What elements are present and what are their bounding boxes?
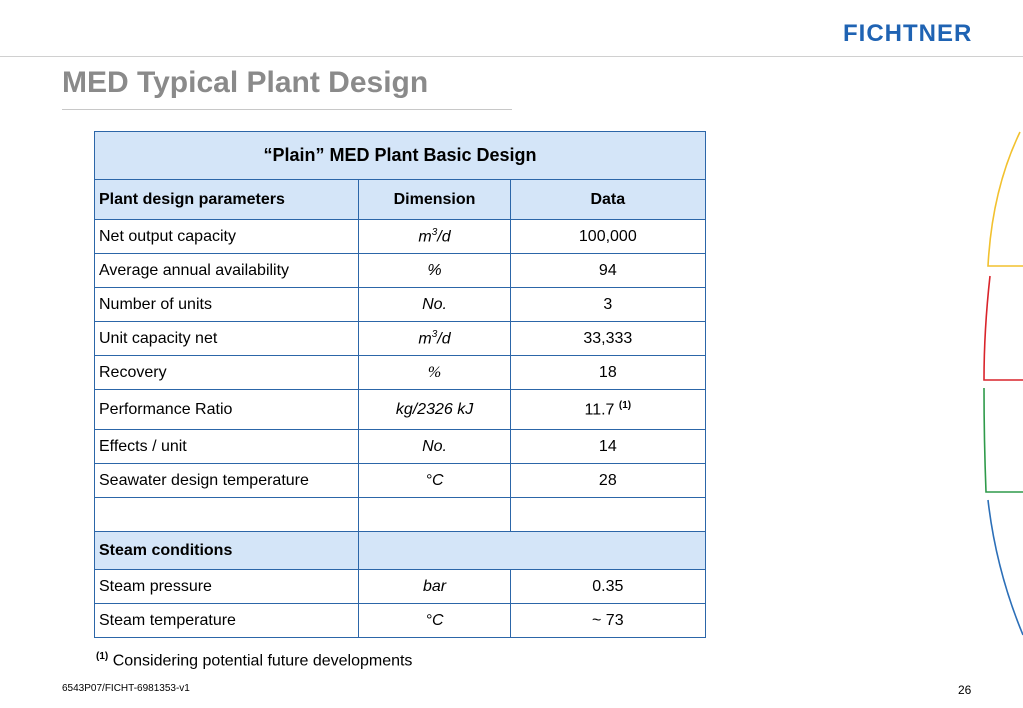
footnote-text: Considering potential future development… [112, 652, 413, 670]
data-cell: 18 [509, 355, 707, 390]
dimension-superscript: 3 [431, 328, 438, 340]
dimension-cell: No. [358, 287, 511, 322]
column-header-parameters: Plant design parameters [93, 179, 360, 220]
dimension-cell: % [358, 355, 511, 390]
data-value: 11.7 [584, 401, 615, 419]
column-header-dimension: Dimension [358, 179, 511, 220]
dimension-cell: kg/2326 kJ [358, 389, 511, 430]
empty-row [93, 497, 707, 532]
dimension-tail: /d [437, 330, 451, 348]
data-cell: 0.35 [509, 569, 707, 604]
param-cell: Average annual availability [93, 253, 360, 288]
table-row: Steam temperature °C ~ 73 [93, 603, 707, 638]
empty-cell [93, 497, 360, 532]
title-underline [62, 109, 512, 110]
green-arc [983, 387, 1023, 493]
dimension-base: m [418, 228, 432, 246]
footnote-marker: (1) [96, 651, 109, 662]
dimension-cell: m3/d [358, 321, 511, 356]
table-row: Unit capacity net m3/d 33,333 [93, 321, 707, 356]
decorative-arc-graphic [983, 131, 1023, 636]
dimension-superscript: 3 [431, 226, 438, 238]
table-row: Recovery % 18 [93, 355, 707, 390]
fichtner-logo: FICHTNER [843, 20, 973, 47]
dimension-cell: °C [358, 463, 511, 498]
dimension-tail: /d [437, 228, 451, 246]
red-arc [983, 275, 1023, 381]
data-cell: 33,333 [509, 321, 707, 356]
dimension-cell: °C [358, 603, 511, 638]
data-cell: 94 [509, 253, 707, 288]
param-cell: Recovery [93, 355, 360, 390]
table-row: Performance Ratio kg/2326 kJ 11.7 (1) [93, 389, 707, 430]
document-reference: 6543P07/FICHT-6981353-v1 [62, 683, 190, 694]
param-cell: Unit capacity net [93, 321, 360, 356]
table-row: Number of units No. 3 [93, 287, 707, 322]
footnote-marker: (1) [618, 399, 632, 411]
table-header-row: Plant design parameters Dimension Data [93, 179, 707, 220]
data-cell: 14 [509, 429, 707, 464]
param-cell: Steam pressure [93, 569, 360, 604]
param-cell: Performance Ratio [93, 389, 360, 430]
dimension-cell: bar [358, 569, 511, 604]
table-row: Seawater design temperature °C 28 [93, 463, 707, 498]
data-cell: ~ 73 [509, 603, 707, 638]
empty-cell [509, 497, 707, 532]
section-label: Steam conditions [93, 531, 360, 570]
footnote: (1) Considering potential future develop… [96, 651, 412, 670]
param-cell: Steam temperature [93, 603, 360, 638]
yellow-arc [987, 131, 1023, 267]
table-row: Average annual availability % 94 [93, 253, 707, 288]
table-row: Net output capacity m3/d 100,000 [93, 219, 707, 254]
data-cell: 28 [509, 463, 707, 498]
dimension-base: m [418, 330, 432, 348]
dimension-cell: % [358, 253, 511, 288]
slide-title: MED Typical Plant Design [62, 66, 429, 99]
column-header-data: Data [509, 179, 707, 220]
param-cell: Net output capacity [93, 219, 360, 254]
param-cell: Effects / unit [93, 429, 360, 464]
table-title: “Plain” MED Plant Basic Design [94, 131, 706, 180]
empty-cell [358, 497, 511, 532]
section-fill [358, 531, 706, 570]
dimension-cell: No. [358, 429, 511, 464]
data-cell: 11.7 (1) [509, 389, 707, 430]
data-cell: 100,000 [509, 219, 707, 254]
param-cell: Number of units [93, 287, 360, 322]
blue-arc [987, 499, 1023, 636]
table-title-row: “Plain” MED Plant Basic Design [94, 131, 706, 180]
header-divider [0, 56, 1023, 57]
table-row: Steam pressure bar 0.35 [93, 569, 707, 604]
table-row: Effects / unit No. 14 [93, 429, 707, 464]
data-cell: 3 [509, 287, 707, 322]
plant-design-table: “Plain” MED Plant Basic Design Plant des… [93, 131, 707, 638]
section-row: Steam conditions [93, 531, 706, 570]
dimension-cell: m3/d [358, 219, 511, 254]
page-number: 26 [958, 683, 972, 697]
param-cell: Seawater design temperature [93, 463, 360, 498]
